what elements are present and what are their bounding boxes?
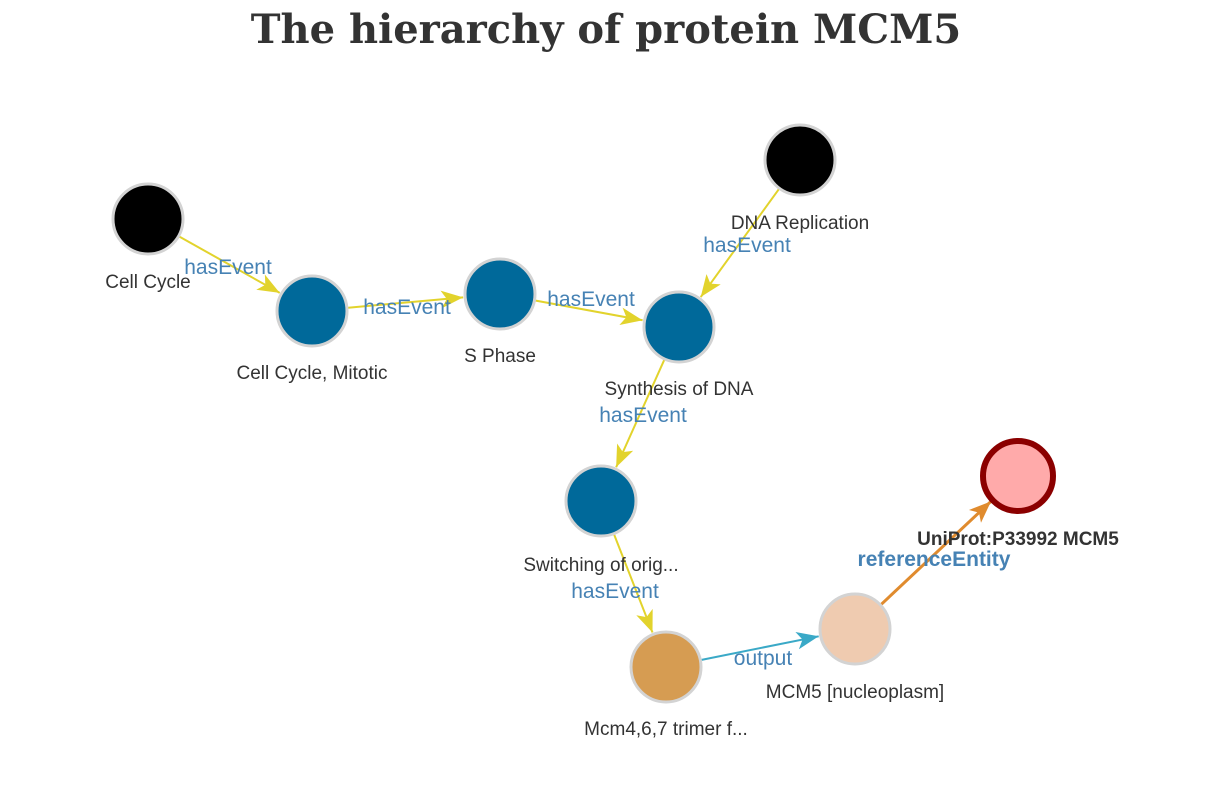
edge-s_phase-synthesis_of_dna[interactable]: hasEvent bbox=[534, 288, 643, 325]
edge-label: hasEvent bbox=[599, 404, 687, 427]
edge-line[interactable] bbox=[879, 500, 993, 607]
node-label: Cell Cycle bbox=[105, 272, 191, 293]
edge-label: output bbox=[734, 647, 793, 670]
node-circle[interactable] bbox=[463, 257, 537, 331]
node-dna_replication[interactable]: DNA Replication bbox=[731, 123, 869, 234]
edge-mcm5_nucleoplasm-uniprot[interactable]: referenceEntity bbox=[858, 500, 1011, 607]
node-s_phase[interactable]: S Phase bbox=[463, 257, 537, 367]
node-circle[interactable] bbox=[629, 630, 703, 704]
node-uniprot[interactable]: UniProt:P33992 MCM5 bbox=[917, 438, 1119, 550]
node-cell_cycle_mitotic[interactable]: Cell Cycle, Mitotic bbox=[237, 274, 388, 384]
node-label: MCM5 [nucleoplasm] bbox=[766, 682, 944, 703]
edges-layer: hasEvent hasEvent hasEvent hasEvent hasEvent… bbox=[178, 187, 1011, 670]
edge-line[interactable] bbox=[346, 290, 464, 309]
node-label: Cell Cycle, Mitotic bbox=[237, 363, 388, 384]
edge-label: hasEvent bbox=[184, 256, 272, 279]
diagram-title: The hierarchy of protein MCM5 bbox=[250, 6, 962, 53]
edge-cell_cycle_mitotic-s_phase[interactable]: hasEvent bbox=[346, 290, 464, 319]
node-label: Switching of orig... bbox=[523, 555, 678, 576]
edge-synthesis_of_dna-switching[interactable]: hasEvent bbox=[599, 358, 687, 468]
node-circle[interactable] bbox=[980, 438, 1056, 514]
edge-line[interactable] bbox=[612, 533, 654, 633]
edge-line[interactable] bbox=[534, 299, 643, 325]
edge-label: hasEvent bbox=[571, 580, 659, 603]
node-circle[interactable] bbox=[564, 464, 638, 538]
node-circle[interactable] bbox=[763, 123, 837, 197]
edge-line[interactable] bbox=[699, 187, 781, 298]
edge-label: hasEvent bbox=[547, 288, 635, 311]
node-synthesis_of_dna[interactable]: Synthesis of DNA bbox=[605, 290, 754, 400]
edge-label: referenceEntity bbox=[858, 548, 1011, 571]
node-label: Mcm4,6,7 trimer f... bbox=[584, 719, 748, 740]
edge-label: hasEvent bbox=[703, 234, 791, 257]
edge-label: hasEvent bbox=[363, 296, 451, 319]
node-switching[interactable]: Switching of orig... bbox=[523, 464, 679, 576]
edge-line[interactable] bbox=[178, 235, 281, 294]
node-label: UniProt:P33992 MCM5 bbox=[917, 529, 1119, 550]
node-circle[interactable] bbox=[111, 182, 185, 256]
edge-line[interactable] bbox=[615, 358, 666, 468]
node-mcm5_nucleoplasm[interactable]: MCM5 [nucleoplasm] bbox=[766, 592, 944, 703]
node-mcm467[interactable]: Mcm4,6,7 trimer f... bbox=[584, 630, 748, 740]
node-label: DNA Replication bbox=[731, 213, 869, 234]
node-cell_cycle[interactable]: Cell Cycle bbox=[105, 182, 191, 293]
edge-mcm467-mcm5_nucleoplasm[interactable]: output bbox=[700, 632, 819, 670]
node-label: S Phase bbox=[464, 346, 536, 367]
edge-switching-mcm467[interactable]: hasEvent bbox=[571, 533, 659, 633]
node-circle[interactable] bbox=[642, 290, 716, 364]
edge-dna_replication-synthesis_of_dna[interactable]: hasEvent bbox=[699, 187, 791, 298]
node-circle[interactable] bbox=[275, 274, 349, 348]
nodes-layer: Cell Cycle Cell Cycle, Mitotic S Phase DNA … bbox=[105, 123, 1119, 740]
edge-line[interactable] bbox=[700, 632, 819, 662]
node-label: Synthesis of DNA bbox=[605, 379, 754, 400]
edge-cell_cycle-cell_cycle_mitotic[interactable]: hasEvent bbox=[178, 235, 281, 294]
node-circle[interactable] bbox=[818, 592, 892, 666]
